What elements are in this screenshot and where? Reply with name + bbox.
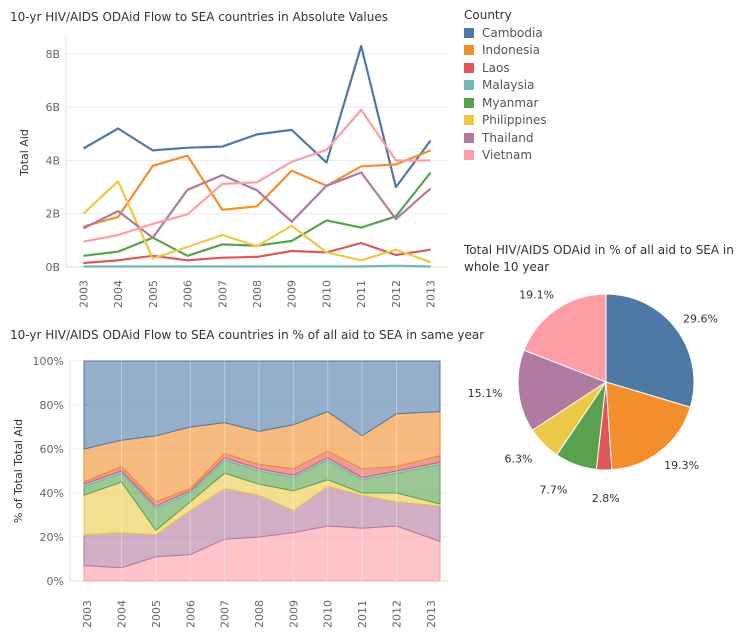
y-tick-label: 60% [40,443,64,456]
line-chart[interactable]: 0B 2B 4B 6B 8B 2003 2004 2005 2006 2007 2008 2009 20… [0,0,450,310]
pie-slice-vietnam[interactable] [523,293,607,383]
legend-title: Country [464,8,512,22]
legend-swatch [464,45,474,56]
legend-swatch [464,80,474,91]
pie-chart[interactable]: 29.6% 19.3% 2.8% 7.7% 6.3% 15.1% 19.1% [468,280,738,510]
country-legend[interactable]: Country Cambodia Indonesia Laos Malaysia Mya… [464,8,547,164]
x-tick-label: 2008 [251,280,264,308]
legend-swatch [464,27,474,38]
y-tick-label: 80% [40,399,64,412]
series-line-indonesia[interactable] [83,149,432,228]
y-tick-label: 100% [33,355,64,368]
series-line-philippines[interactable] [82,180,431,264]
legend-label: Myanmar [482,95,539,110]
series-line-thailand[interactable] [82,171,432,239]
legend-label: Cambodia [482,25,543,40]
y-tick-label: 0B [45,261,60,274]
legend-item-cambodia[interactable]: Cambodia [464,24,547,42]
y-tick-label: 2B [45,208,60,221]
pie-slice-thailand[interactable] [517,349,608,431]
legend-label: Indonesia [482,43,541,58]
y-axis-label: % of Total Total Aid [12,419,25,523]
y-tick-label: 20% [40,531,64,544]
y-tick-label: 6B [45,101,60,114]
legend-swatch [464,132,474,143]
line-chart-title: 10-yr HIV/AIDS ODAid Flow to SEA countri… [10,10,389,24]
pie-label-thailand: 15.1% [468,387,503,400]
x-tick-label: 2011 [356,600,369,628]
x-tick-label: 2008 [253,600,266,628]
series-line-malaysia[interactable] [83,264,431,268]
x-tick-label: 2006 [182,280,195,308]
area-chart-title: 10-yr HIV/AIDS ODAid Flow to SEA countri… [10,328,485,342]
legend-item-indonesia[interactable]: Indonesia [464,42,547,60]
x-tick-label: 2004 [112,280,125,308]
x-tick-label: 2009 [287,600,300,628]
y-tick-label: 4B [45,154,60,167]
legend-swatch [464,150,474,161]
pie-label-vietnam: 19.1% [519,289,554,302]
legend-swatch [464,62,474,73]
y-tick-label: 40% [40,487,64,500]
pie-slice-indonesia[interactable] [605,381,691,471]
series-line-vietnam[interactable] [83,108,431,243]
legend-swatch [464,97,474,108]
y-axis-label: Total Aid [18,129,31,177]
pie-label-laos: 2.8% [592,492,620,505]
x-tick-label: 2012 [390,280,403,308]
x-tick-label: 2007 [216,280,229,308]
legend-item-myanmar[interactable]: Myanmar [464,94,547,112]
legend-item-laos[interactable]: Laos [464,59,547,77]
x-tick-label: 2003 [77,280,90,308]
legend-label: Philippines [482,113,547,128]
series-line-laos[interactable] [83,241,431,265]
x-tick-label: 2010 [320,280,333,308]
x-tick-label: 2003 [81,600,94,628]
series-line-cambodia[interactable] [82,44,432,189]
y-tick-label: 0% [47,575,64,588]
legend-label: Laos [482,60,510,75]
x-tick-label: 2010 [322,600,335,628]
area-chart[interactable]: 0% 20% 40% 60% 80% 100% 2003 2004 2005 2006 2007 20… [0,330,450,630]
x-tick-label: 2013 [425,600,438,628]
legend-item-vietnam[interactable]: Vietnam [464,147,547,165]
x-tick-label: 2012 [390,600,403,628]
x-tick-label: 2005 [147,280,160,308]
x-tick-label: 2007 [219,600,232,628]
pie-slice-cambodia[interactable] [605,293,695,408]
legend-swatch [464,115,474,126]
pie-label-cambodia: 29.6% [683,313,718,326]
legend-label: Vietnam [482,148,533,163]
pie-label-philippines: 6.3% [505,452,533,465]
area-band-cambodia[interactable] [83,360,441,450]
x-tick-label: 2013 [425,280,438,308]
legend-label: Thailand [482,130,534,145]
y-tick-label: 8B [45,48,60,61]
x-tick-label: 2006 [184,600,197,628]
x-tick-label: 2009 [286,280,299,308]
pie-label-indonesia: 19.3% [664,459,699,472]
pie-label-myanmar: 7.7% [539,484,567,497]
legend-label: Malaysia [482,78,535,93]
x-tick-label: 2011 [355,280,368,308]
pie-chart-title: Total HIV/AIDS ODAid in % of all aid to … [464,243,734,274]
legend-item-philippines[interactable]: Philippines [464,112,547,130]
x-tick-label: 2005 [150,600,163,628]
legend-item-malaysia[interactable]: Malaysia [464,77,547,95]
x-tick-label: 2004 [116,600,129,628]
legend-item-thailand[interactable]: Thailand [464,129,547,147]
